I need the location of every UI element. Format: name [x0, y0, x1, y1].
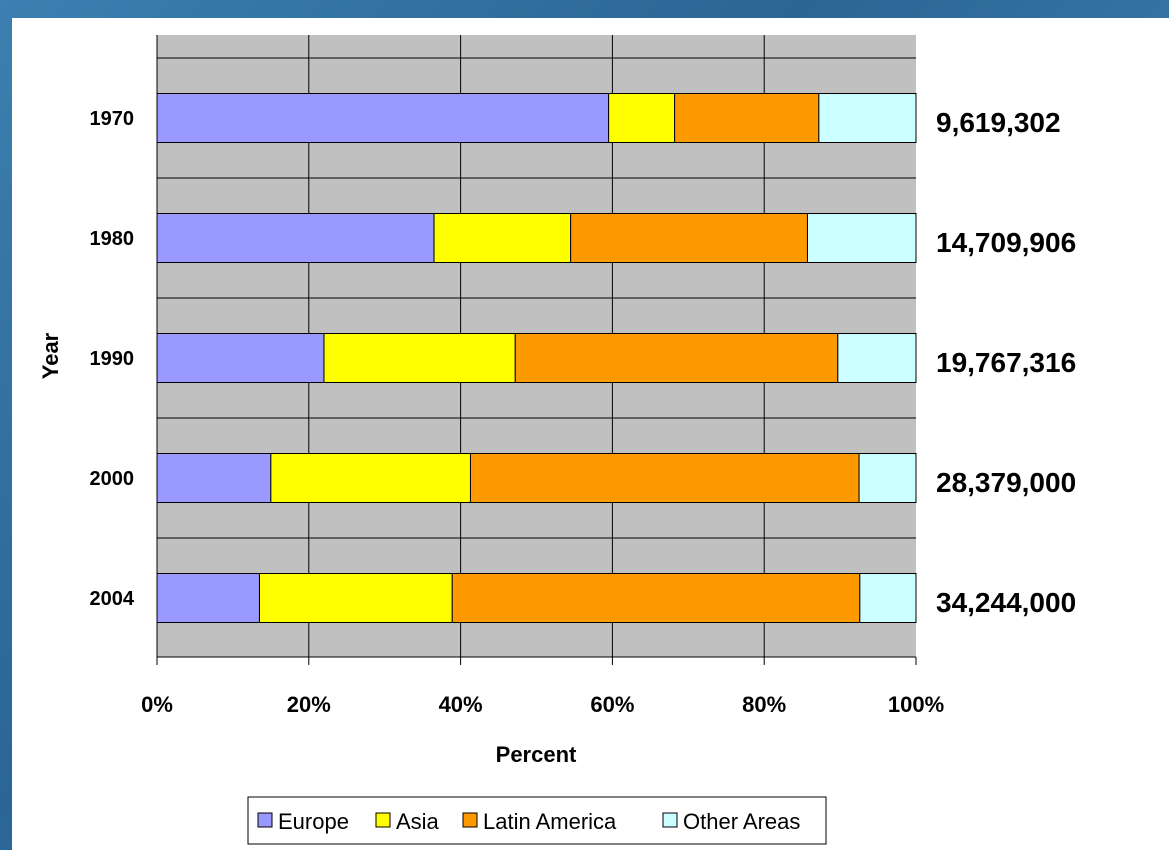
x-tick-label: 20% — [287, 692, 331, 717]
y-tick-label: 1980 — [90, 228, 135, 250]
bar-segment-other-areas — [859, 573, 917, 623]
bar-segment-other-areas — [818, 93, 917, 143]
legend-swatch — [662, 812, 678, 828]
bar-segment-asia — [270, 453, 471, 503]
bar-segment-asia — [258, 573, 453, 623]
axes — [156, 35, 917, 665]
bar-segment-asia — [608, 93, 676, 143]
x-tick-label: 0% — [141, 692, 173, 717]
bar-segment-europe — [156, 93, 610, 143]
legend-box — [247, 796, 827, 845]
legend-swatch — [375, 812, 391, 828]
total-label: 19,767,316 — [936, 347, 1076, 378]
legend-swatch — [257, 812, 273, 828]
tick-labels: 1970 1980 1990 2000 2004 0% 20% 40% 60% 80% 100% — [90, 108, 945, 717]
x-tick-label: 60% — [590, 692, 634, 717]
legend-swatch — [462, 812, 478, 828]
bar-segment-europe — [156, 573, 260, 623]
x-tick-label: 100% — [888, 692, 944, 717]
total-label: 34,244,000 — [936, 587, 1076, 618]
total-label: 9,619,302 — [936, 107, 1061, 138]
y-tick-label: 2000 — [90, 468, 135, 490]
total-labels: 9,619,302 14,709,906 19,767,316 28,379,000 3… — [936, 107, 1076, 618]
bar-segment-europe — [156, 213, 435, 263]
bar-segment-latin-america — [469, 453, 860, 503]
legend-items: Europe Asia Latin America Other Areas — [257, 809, 800, 834]
legend-label: Other Areas — [683, 809, 800, 834]
x-axis-title: Percent — [496, 742, 577, 767]
legend-label: Latin America — [483, 809, 617, 834]
y-tick-label: 1990 — [90, 348, 135, 370]
bar-segment-asia — [433, 213, 572, 263]
total-label: 14,709,906 — [936, 227, 1076, 258]
x-tick-label: 40% — [439, 692, 483, 717]
bar-segment-latin-america — [674, 93, 820, 143]
bar-segment-other-areas — [837, 333, 917, 383]
y-tick-label: 1970 — [90, 108, 135, 130]
bar-segment-europe — [156, 453, 272, 503]
y-tick-label: 2004 — [90, 588, 135, 610]
bar-segment-other-areas — [806, 213, 917, 263]
y-axis-title: Year — [38, 332, 63, 379]
legend: Europe Asia Latin America Other Areas — [247, 796, 827, 845]
bar-segment-asia — [323, 333, 516, 383]
legend-label: Asia — [396, 809, 440, 834]
bar-segment-other-areas — [858, 453, 917, 503]
bars — [156, 93, 917, 623]
bar-segment-latin-america — [570, 213, 808, 263]
bar-segment-latin-america — [514, 333, 839, 383]
total-label: 28,379,000 — [936, 467, 1076, 498]
x-tick-label: 80% — [742, 692, 786, 717]
legend-label: Europe — [278, 809, 349, 834]
bar-segment-europe — [156, 333, 325, 383]
bar-segment-latin-america — [451, 573, 861, 623]
